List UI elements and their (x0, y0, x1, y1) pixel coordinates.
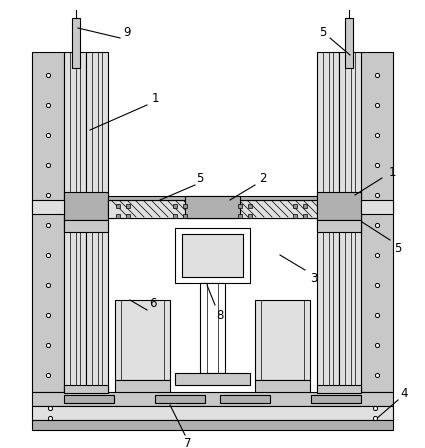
Bar (361, 52, 393, 392)
Bar (32, 420, 393, 430)
Bar (200, 283, 225, 373)
Bar (255, 380, 310, 395)
Bar (155, 395, 205, 403)
Bar (317, 220, 361, 232)
Text: 1: 1 (151, 91, 159, 104)
Text: 8: 8 (216, 309, 224, 322)
Bar (339, 52, 361, 392)
Text: 5: 5 (394, 241, 402, 254)
Bar (32, 406, 393, 420)
Text: 7: 7 (184, 436, 192, 448)
Bar (108, 200, 317, 218)
Bar (345, 18, 353, 68)
Bar (64, 385, 108, 393)
Text: 3: 3 (310, 271, 317, 284)
Bar (175, 228, 250, 283)
Bar (311, 395, 361, 403)
Text: 1: 1 (388, 165, 396, 178)
Bar (64, 395, 114, 403)
Bar (317, 192, 361, 220)
Text: 2: 2 (259, 172, 267, 185)
Bar (185, 196, 240, 218)
Text: 9: 9 (123, 26, 131, 39)
Bar (64, 52, 86, 392)
Bar (220, 395, 270, 403)
Bar (108, 196, 317, 200)
Bar (32, 52, 64, 392)
Text: 6: 6 (149, 297, 157, 310)
Text: 5: 5 (196, 172, 204, 185)
Bar (72, 18, 80, 68)
Bar (317, 385, 361, 393)
Text: 5: 5 (319, 26, 327, 39)
Bar (361, 200, 393, 214)
Bar (115, 300, 170, 380)
Bar (64, 220, 108, 232)
Bar (182, 234, 243, 277)
Bar (64, 192, 108, 220)
Bar (317, 52, 339, 392)
Bar (32, 200, 64, 214)
Bar (108, 200, 317, 218)
Bar (115, 380, 170, 395)
Bar (86, 52, 108, 392)
Text: 4: 4 (400, 387, 408, 400)
Bar (32, 392, 393, 406)
Bar (255, 300, 310, 380)
Bar (175, 373, 250, 385)
